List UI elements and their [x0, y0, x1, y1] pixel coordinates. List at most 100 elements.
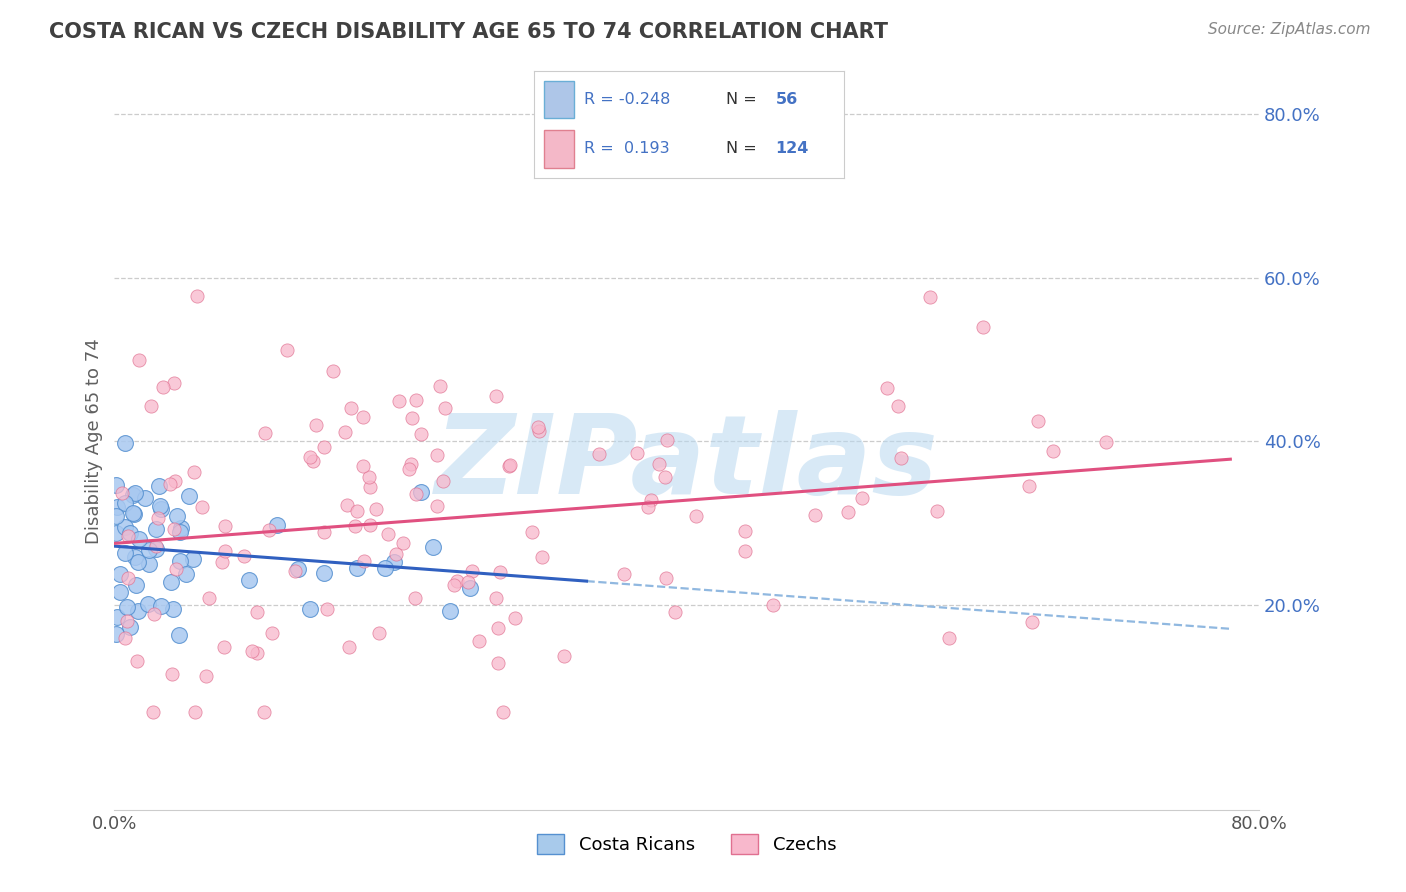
- Point: [287, 562, 309, 576]
- Point: [143, 607, 166, 622]
- Point: [401, 410, 423, 425]
- Point: [503, 611, 526, 625]
- Point: [531, 549, 554, 564]
- Point: [339, 401, 361, 416]
- Point: [138, 597, 160, 611]
- Point: [148, 479, 170, 493]
- Point: [211, 555, 233, 569]
- Point: [404, 591, 426, 605]
- Point: [664, 605, 686, 619]
- Point: [198, 591, 221, 605]
- Point: [485, 591, 508, 605]
- Point: [938, 631, 960, 645]
- Point: [169, 524, 191, 539]
- Point: [127, 604, 149, 618]
- Point: [336, 498, 359, 512]
- Point: [890, 450, 912, 465]
- Point: [429, 379, 451, 393]
- Point: [114, 436, 136, 450]
- Bar: [544, 130, 575, 168]
- Point: [1094, 435, 1116, 450]
- Point: [925, 504, 948, 518]
- Point: [461, 564, 484, 578]
- Point: [124, 508, 146, 522]
- Point: [117, 571, 139, 585]
- Point: [385, 547, 408, 561]
- Point: [734, 544, 756, 558]
- Point: [128, 532, 150, 546]
- Point: [262, 626, 284, 640]
- Point: [388, 393, 411, 408]
- Point: [876, 381, 898, 395]
- Point: [284, 564, 307, 578]
- Point: [115, 614, 138, 628]
- Point: [887, 399, 910, 413]
- Point: [163, 522, 186, 536]
- Point: [492, 705, 515, 719]
- Point: [655, 434, 678, 448]
- Point: [333, 425, 356, 439]
- Point: [803, 508, 825, 522]
- Bar: [544, 81, 575, 119]
- Point: [122, 488, 145, 502]
- Point: [149, 502, 172, 516]
- Point: [266, 518, 288, 533]
- Point: [145, 522, 167, 536]
- Point: [432, 474, 454, 488]
- Point: [398, 462, 420, 476]
- Point: [443, 577, 465, 591]
- Legend: Costa Ricans, Czechs: Costa Ricans, Czechs: [529, 825, 845, 863]
- Point: [162, 602, 184, 616]
- Point: [142, 705, 165, 719]
- Point: [159, 575, 181, 590]
- Text: N =: N =: [725, 142, 756, 156]
- Point: [138, 543, 160, 558]
- Point: [654, 470, 676, 484]
- Point: [367, 625, 389, 640]
- Point: [302, 454, 325, 468]
- Point: [104, 627, 127, 641]
- Point: [489, 566, 512, 580]
- Point: [214, 544, 236, 558]
- Point: [399, 457, 422, 471]
- Point: [121, 506, 143, 520]
- Point: [238, 574, 260, 588]
- Point: [146, 511, 169, 525]
- Point: [1018, 479, 1040, 493]
- Point: [422, 540, 444, 554]
- Point: [640, 493, 662, 508]
- Point: [145, 539, 167, 553]
- Point: [409, 485, 432, 500]
- Point: [190, 500, 212, 514]
- Point: [405, 487, 427, 501]
- Point: [352, 409, 374, 424]
- Point: [626, 446, 648, 460]
- Point: [124, 577, 146, 591]
- Point: [734, 524, 756, 538]
- Point: [141, 399, 163, 413]
- Point: [114, 631, 136, 645]
- Point: [212, 640, 235, 655]
- Point: [648, 457, 671, 471]
- Point: [194, 669, 217, 683]
- Point: [352, 459, 374, 474]
- Text: R =  0.193: R = 0.193: [583, 142, 669, 156]
- Point: [409, 426, 432, 441]
- Point: [486, 657, 509, 671]
- Point: [149, 499, 172, 513]
- Text: COSTA RICAN VS CZECH DISABILITY AGE 65 TO 74 CORRELATION CHART: COSTA RICAN VS CZECH DISABILITY AGE 65 T…: [49, 22, 889, 42]
- Point: [468, 634, 491, 648]
- Point: [114, 519, 136, 533]
- Point: [165, 474, 187, 488]
- Point: [233, 549, 256, 563]
- Point: [114, 496, 136, 510]
- Point: [382, 555, 405, 569]
- Point: [118, 526, 141, 541]
- Point: [163, 376, 186, 390]
- Point: [152, 380, 174, 394]
- Point: [613, 566, 636, 581]
- Point: [169, 553, 191, 567]
- Point: [433, 401, 456, 416]
- Point: [134, 491, 156, 505]
- Point: [159, 477, 181, 491]
